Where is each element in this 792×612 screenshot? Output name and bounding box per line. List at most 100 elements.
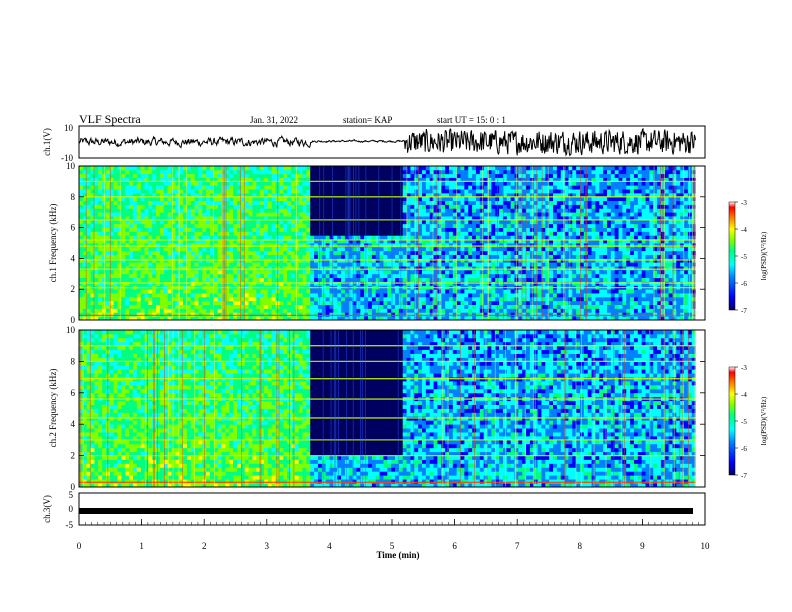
spectrogram-cell xyxy=(506,300,512,305)
spectrogram-cell xyxy=(348,304,354,309)
spectrogram-cell xyxy=(460,235,465,240)
spectrogram-cell xyxy=(237,204,242,209)
spectrogram-cell xyxy=(479,185,485,190)
spectrogram-cell xyxy=(287,173,292,178)
spectrogram-cell xyxy=(360,223,365,228)
spectrogram-cell xyxy=(217,231,222,236)
spectrogram-cell xyxy=(267,277,273,282)
spectrogram-cell xyxy=(225,219,230,225)
spectrogram-cell xyxy=(526,204,531,209)
spectrogram-cell xyxy=(217,250,222,255)
spectrogram-cell xyxy=(348,316,354,321)
spectrogram-cell xyxy=(167,308,172,313)
spectrogram-cell xyxy=(325,246,330,252)
spectrogram-cell xyxy=(510,166,515,171)
spectrogram-cell xyxy=(445,262,450,267)
spectrogram-cell xyxy=(252,227,257,232)
spectrogram-cell xyxy=(283,196,288,202)
spectrogram-cell xyxy=(456,269,461,275)
spectrogram-cell xyxy=(248,296,253,302)
spectrogram-cell xyxy=(456,304,461,309)
spectrogram-cell xyxy=(533,262,538,267)
spectrogram-cell xyxy=(556,277,562,282)
spectrogram-cell xyxy=(109,300,115,305)
spectrogram-cell xyxy=(271,269,276,275)
spectrogram-cell xyxy=(167,262,172,267)
spectrogram-cell xyxy=(329,304,334,309)
spectrogram-cell xyxy=(364,227,369,232)
spectrogram-cell xyxy=(425,289,431,294)
spectrogram-cell xyxy=(113,304,118,309)
spectrogram-cell xyxy=(279,239,284,244)
spectrogram-cell xyxy=(283,262,288,267)
spectrogram-cell xyxy=(333,277,338,282)
spectrogram-cell xyxy=(475,269,481,275)
spectrogram-cell xyxy=(148,216,153,221)
spectrogram-cell xyxy=(175,166,180,171)
spectrogram-cell xyxy=(206,239,211,244)
spectrogram-cell xyxy=(325,189,330,194)
spectrogram-cell xyxy=(341,177,346,182)
spectrogram-cell xyxy=(105,169,111,175)
spectrogram-cell xyxy=(94,223,99,228)
spectrogram-cell xyxy=(167,173,172,178)
spectrogram-cell xyxy=(537,231,542,236)
spectrogram-cell xyxy=(499,262,504,267)
spectrogram-cell xyxy=(545,223,550,228)
spectrogram-cell xyxy=(79,277,84,282)
spectrogram-cell xyxy=(86,254,91,259)
spectrogram-cell xyxy=(341,196,346,202)
spectrogram-cell xyxy=(167,227,172,232)
spectrogram-cell xyxy=(132,196,138,202)
spectrogram-cell xyxy=(117,254,122,259)
spectrogram-cell xyxy=(271,204,276,209)
spectrogram-cell xyxy=(325,312,330,317)
spectrogram-cell xyxy=(337,204,342,209)
spectrogram-cell xyxy=(314,181,319,186)
spectrogram-cell xyxy=(217,200,222,205)
spectrogram-cell xyxy=(425,208,431,213)
spectrogram-cell xyxy=(421,269,427,275)
spectrogram-cell xyxy=(425,227,431,232)
spectrogram-cell xyxy=(526,173,531,178)
spectrogram-cell xyxy=(549,200,554,205)
spectrogram-cell xyxy=(341,304,346,309)
spectrogram-cell xyxy=(337,231,342,236)
spectrogram-cell xyxy=(279,169,284,175)
spectrogram-cell xyxy=(348,293,354,298)
spectrogram-cell xyxy=(194,246,199,252)
spectrogram-cell xyxy=(310,189,315,194)
spectrogram-cell xyxy=(240,243,246,248)
spectrogram-cell xyxy=(94,173,99,178)
spectrogram-cell xyxy=(341,204,346,209)
spectrogram-cell xyxy=(290,169,296,175)
spectrogram-cell xyxy=(329,316,334,321)
spectrogram-cell xyxy=(79,212,84,217)
spectrogram-cell xyxy=(244,273,249,279)
spectrogram-cell xyxy=(526,169,531,175)
spectrogram-cell xyxy=(379,277,384,282)
spectrogram-cell xyxy=(82,266,88,271)
spectrogram-cell xyxy=(171,239,176,244)
spectrogram-cell xyxy=(113,250,118,255)
spectrogram-cell xyxy=(368,277,373,282)
spectrogram-cell xyxy=(98,312,103,317)
spectrogram-cell xyxy=(105,262,111,267)
spectrogram-cell xyxy=(333,189,338,194)
spectrogram-cell xyxy=(290,204,296,209)
spectrogram-cell xyxy=(410,277,415,282)
spectrogram-cell xyxy=(379,273,384,279)
spectrogram-cell xyxy=(171,181,176,186)
spectrogram-cell xyxy=(156,254,161,259)
spectrogram-cell xyxy=(171,293,176,298)
spectrogram-cell xyxy=(375,304,380,309)
spectrogram-cell xyxy=(156,235,161,240)
spectrogram-cell xyxy=(456,308,461,313)
spectrogram-cell xyxy=(90,273,95,279)
spectrogram-cell xyxy=(506,289,512,294)
spectrogram-cell xyxy=(159,169,165,175)
spectrogram-cell xyxy=(421,223,427,228)
spectrogram-cell xyxy=(113,212,118,217)
spectrogram-cell xyxy=(248,308,253,313)
spectrogram-cell xyxy=(290,262,296,267)
